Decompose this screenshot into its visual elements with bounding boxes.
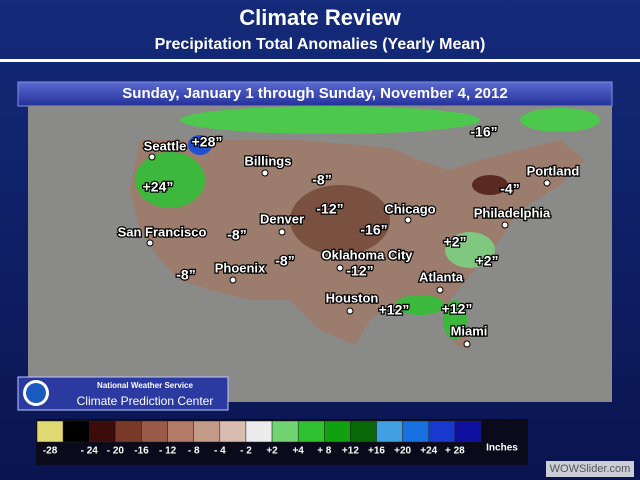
anomaly-label: +28” xyxy=(192,134,223,150)
city-dot xyxy=(261,169,269,177)
city-label: Portland xyxy=(527,163,580,178)
city-dot xyxy=(543,179,551,187)
legend-label: - 24 xyxy=(81,446,99,457)
city-label: Philadelphia xyxy=(474,205,551,220)
legend-swatch xyxy=(271,420,299,443)
title: Climate Review xyxy=(239,5,401,30)
anomaly-label: +2” xyxy=(444,234,467,250)
city-dot xyxy=(146,239,154,247)
wet-region xyxy=(520,108,600,132)
city-dot xyxy=(278,228,286,236)
anomaly-label: +24” xyxy=(143,179,174,195)
divider xyxy=(0,59,640,62)
legend-swatch xyxy=(324,420,351,443)
anomaly-label: -16” xyxy=(360,222,387,238)
anomaly-label: -4” xyxy=(500,181,519,197)
anomaly-label: -8” xyxy=(176,267,195,283)
legend-label: +20 xyxy=(394,446,411,457)
legend-label: + 8 xyxy=(317,446,332,457)
watermark: WOWSlider.com xyxy=(550,463,631,475)
watermark-box xyxy=(546,461,634,477)
city-dot xyxy=(346,307,354,315)
dry-region xyxy=(472,175,508,195)
legend-label: +16 xyxy=(368,446,385,457)
logo-box xyxy=(17,376,229,411)
legend-swatch xyxy=(193,420,221,443)
city-label: Phoenix xyxy=(215,260,266,275)
city-label: Houston xyxy=(326,290,379,305)
wet-region xyxy=(395,295,445,315)
legend-label: - 2 xyxy=(240,446,252,457)
city-dot xyxy=(404,216,412,224)
city-dot xyxy=(148,153,156,161)
legend-swatch xyxy=(454,420,482,443)
city-dot xyxy=(463,340,471,348)
legend-label: + 28 xyxy=(445,446,465,457)
anomaly-label: +2” xyxy=(476,253,499,269)
legend-label: - 20 xyxy=(107,446,125,457)
city-dot xyxy=(501,221,509,229)
anomaly-label: +12” xyxy=(379,302,410,318)
city-label: Denver xyxy=(260,211,304,226)
city-label: San Francisco xyxy=(118,224,207,239)
city-label: Miami xyxy=(451,323,488,338)
legend-swatch xyxy=(245,420,273,443)
map xyxy=(28,106,612,402)
legend-label: - 4 xyxy=(214,446,226,457)
legend-swatch xyxy=(219,420,247,443)
legend-swatch xyxy=(88,420,116,443)
legend-label: -28 xyxy=(43,446,58,457)
wet-region xyxy=(135,152,205,208)
city-label: Oklahoma City xyxy=(321,247,413,262)
anomaly-label: -12” xyxy=(346,263,373,279)
legend-swatch xyxy=(62,420,90,443)
city-label: Seattle xyxy=(144,138,187,153)
subtitle: Precipitation Total Anomalies (Yearly Me… xyxy=(155,36,486,53)
legend-unit: Inches xyxy=(486,443,518,454)
anomaly-label: -12” xyxy=(316,201,343,217)
anomaly-label: -8” xyxy=(227,227,246,243)
wet-region xyxy=(188,135,212,155)
logo-line: Climate Prediction Center xyxy=(77,394,214,408)
wet-region xyxy=(445,232,495,268)
legend-label: - 8 xyxy=(188,446,200,457)
legend-label: - 12 xyxy=(159,446,177,457)
legend-swatch xyxy=(402,420,430,443)
logo-icon xyxy=(26,383,46,403)
legend-label: +24 xyxy=(420,446,437,457)
legend-swatch xyxy=(167,420,194,443)
legend-swatch xyxy=(36,420,64,443)
city-label: Chicago xyxy=(384,201,435,216)
date-text: Sunday, January 1 through Sunday, Novemb… xyxy=(122,85,507,102)
wet-region xyxy=(443,300,467,340)
wet-region xyxy=(180,106,480,134)
legend-label: +12 xyxy=(342,446,359,457)
legend-swatch xyxy=(115,420,142,443)
anomaly-label: -8” xyxy=(312,172,331,188)
city-dot xyxy=(436,286,444,294)
dry-region xyxy=(290,185,390,255)
city-dot xyxy=(229,276,237,284)
legend-swatch xyxy=(297,420,325,443)
legend-label: +4 xyxy=(292,446,304,457)
logo-line: National Weather Service xyxy=(97,381,193,390)
anomaly-label: +12” xyxy=(442,301,473,317)
anomaly-label: -8” xyxy=(275,253,294,269)
city-dot xyxy=(336,264,344,272)
legend-swatch xyxy=(376,420,403,443)
legend-label: +2 xyxy=(266,446,278,457)
legend-swatch xyxy=(141,420,168,443)
legend-swatch xyxy=(428,420,456,443)
anomaly-label: -16” xyxy=(470,124,497,140)
date-banner xyxy=(17,81,613,107)
legend-swatch xyxy=(350,420,377,443)
city-label: Atlanta xyxy=(419,269,464,284)
legend-label: -16 xyxy=(134,446,149,457)
city-label: Billings xyxy=(245,153,292,168)
